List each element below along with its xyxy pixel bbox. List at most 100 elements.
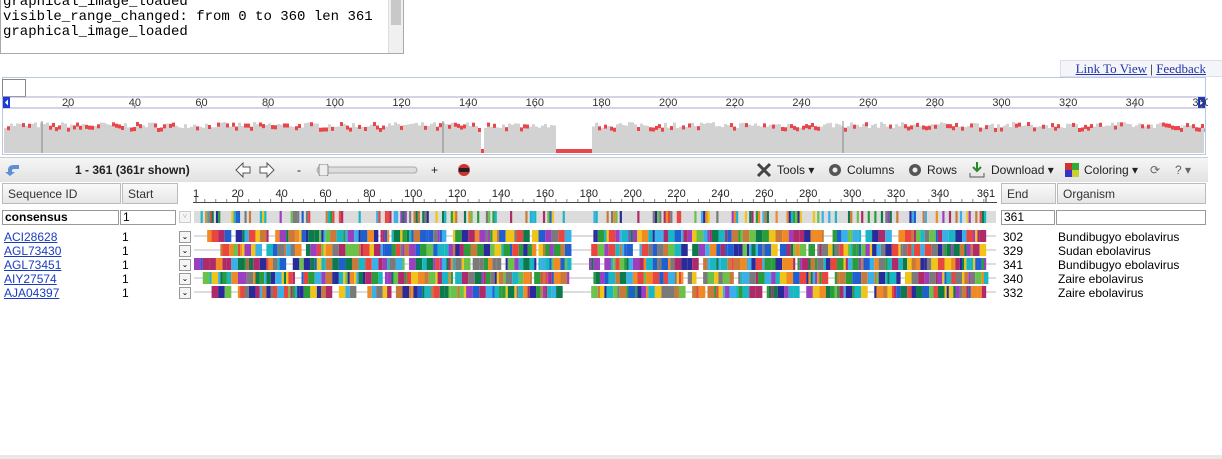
expand-button[interactable]: ⌄ <box>179 245 191 257</box>
residue-block <box>643 272 647 284</box>
header-sequence-id[interactable]: Sequence ID <box>2 183 121 204</box>
coverage-bar <box>1081 127 1084 153</box>
consensus-residue <box>327 211 331 223</box>
tools-menu[interactable]: Tools ▾ <box>777 163 815 177</box>
mismatch-mark <box>7 126 10 131</box>
overview-tick-label: 320 <box>1059 97 1077 109</box>
coverage-bar <box>463 124 466 153</box>
consensus-residue <box>659 211 662 223</box>
residue-block <box>220 244 223 256</box>
refresh-button[interactable]: ⟳ <box>1150 163 1161 177</box>
coverage-bar <box>880 122 883 153</box>
mismatch-mark <box>478 127 481 132</box>
nav-arrows[interactable] <box>234 161 278 179</box>
mismatch-mark <box>52 122 55 127</box>
consensus-residue <box>861 211 864 223</box>
sequence-id-link[interactable]: AGL73451 <box>4 258 62 272</box>
mismatch-mark <box>571 149 574 153</box>
residue-block <box>738 244 743 256</box>
sequence-id-link[interactable]: ACI28628 <box>4 230 58 244</box>
coverage-bar <box>952 126 955 153</box>
residue-block <box>262 286 267 298</box>
zoom-out[interactable]: - <box>297 163 301 177</box>
residue-block <box>510 230 515 242</box>
coverage-bar <box>787 124 790 153</box>
coloring-menu[interactable]: Coloring ▾ <box>1084 163 1139 177</box>
residue-block <box>977 286 982 298</box>
consensus-residue <box>797 211 800 223</box>
residue-block <box>545 230 552 242</box>
coverage-bar <box>184 124 187 153</box>
residue-block <box>523 230 530 242</box>
feedback-link[interactable]: Feedback <box>1156 61 1206 76</box>
residue-block <box>913 230 916 242</box>
coverage-bar <box>199 126 202 153</box>
mismatch-mark <box>160 127 163 132</box>
mismatch-mark <box>1051 123 1054 128</box>
zoom-in[interactable]: + <box>431 163 439 177</box>
residue-block <box>815 258 818 270</box>
residue-block <box>540 286 543 298</box>
header-start[interactable]: Start <box>122 183 178 204</box>
coverage-bar <box>268 123 271 153</box>
coverage-bar <box>412 123 415 153</box>
residue-block <box>270 272 276 284</box>
consensus-residue <box>694 211 697 223</box>
residue-block <box>962 258 965 270</box>
residue-block <box>678 286 686 298</box>
expand-button[interactable]: ⌄ <box>179 273 191 285</box>
overview-tick-label: 140 <box>459 97 477 109</box>
link-to-view[interactable]: Link To View <box>1075 61 1148 76</box>
consensus-residue <box>935 211 938 223</box>
start-cell: 1 <box>122 272 129 286</box>
mismatch-mark <box>283 123 286 128</box>
coverage-bar <box>274 125 277 153</box>
coverage-bar <box>127 127 130 153</box>
columns-button[interactable]: Columns <box>847 163 895 177</box>
expand-button[interactable]: ⌄ <box>179 259 191 271</box>
residue-block <box>409 286 412 298</box>
consensus-residue <box>834 211 837 223</box>
expand-button[interactable]: ⌄ <box>179 287 191 299</box>
scrollbar[interactable] <box>388 0 403 53</box>
marker-icon[interactable] <box>456 162 472 178</box>
residue-block <box>652 258 658 270</box>
residue-block <box>488 230 491 242</box>
residue-block <box>231 258 238 270</box>
mismatch-mark <box>556 149 559 153</box>
residue-block <box>325 230 331 242</box>
residue-block <box>606 230 609 242</box>
mismatch-mark <box>97 124 100 129</box>
coverage-bar <box>928 125 931 153</box>
mismatch-mark <box>400 125 403 130</box>
residue-block <box>773 286 778 298</box>
log-textarea[interactable]: graphical_image_loaded visible_range_cha… <box>0 0 404 54</box>
residue-block <box>637 286 642 298</box>
sequence-id-link[interactable]: AGL73430 <box>4 244 62 258</box>
download-menu[interactable]: Download ▾ <box>991 163 1054 177</box>
residue-block <box>657 258 662 270</box>
sequence-id-link[interactable]: AIY27574 <box>4 272 57 286</box>
ruler-tick-label: 260 <box>755 188 773 200</box>
overview-tab[interactable] <box>2 79 26 97</box>
back-icon[interactable] <box>5 162 23 178</box>
residue-block <box>551 230 559 242</box>
start-cell: 1 <box>122 286 129 300</box>
residue-block <box>402 286 410 298</box>
sequence-id-link[interactable]: AJA04397 <box>4 286 60 300</box>
residue-block <box>821 272 829 284</box>
expand-button[interactable]: ⌄ <box>179 231 191 243</box>
residue-block <box>865 244 870 256</box>
mismatch-mark <box>130 127 133 132</box>
residue-block <box>549 244 554 256</box>
separator: | <box>1150 61 1153 76</box>
residue-block <box>915 258 921 270</box>
rows-button[interactable]: Rows <box>927 163 958 177</box>
coverage-bar <box>715 126 718 153</box>
zoom-slider[interactable] <box>316 164 420 176</box>
residue-block <box>494 272 497 284</box>
header-end[interactable]: End <box>1001 183 1056 204</box>
scroll-thumb[interactable] <box>391 0 401 25</box>
header-organism[interactable]: Organism <box>1057 183 1206 204</box>
help-menu[interactable]: ? ▾ <box>1175 163 1192 177</box>
